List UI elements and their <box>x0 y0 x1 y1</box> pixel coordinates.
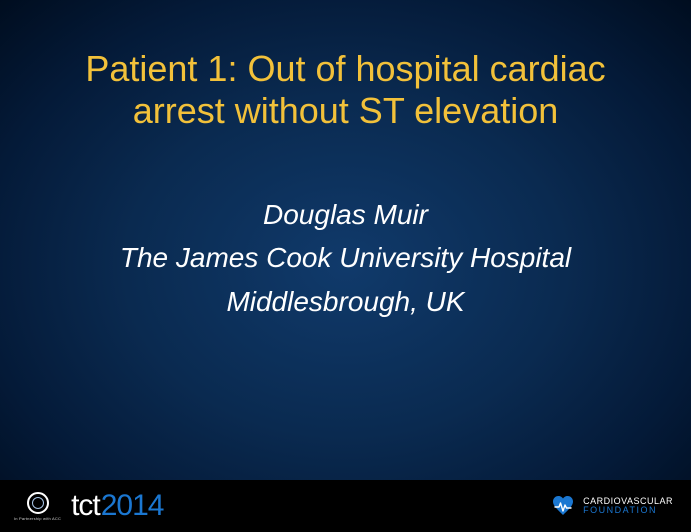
footer-bar: In Partnership with ACC tct 2014 CARDIOV… <box>0 480 691 532</box>
author-block: Douglas Muir The James Cook University H… <box>120 193 571 323</box>
partner-badge: In Partnership with ACC <box>14 487 61 525</box>
partner-ring-icon <box>27 492 49 514</box>
partner-label: In Partnership with ACC <box>14 516 61 521</box>
organization-name: CARDIOVASCULAR FOUNDATION <box>583 497 673 516</box>
footer-right: CARDIOVASCULAR FOUNDATION <box>551 494 673 518</box>
conference-name: tct <box>71 489 100 523</box>
heart-research-icon <box>551 494 575 518</box>
slide-content: Patient 1: Out of hospital cardiac arres… <box>0 0 691 532</box>
author-affiliation: The James Cook University Hospital <box>120 236 571 279</box>
conference-logo: tct 2014 <box>71 489 163 523</box>
org-line-2: FOUNDATION <box>583 506 673 515</box>
footer-left: In Partnership with ACC tct 2014 <box>14 487 164 525</box>
author-location: Middlesbrough, UK <box>120 280 571 323</box>
slide-title: Patient 1: Out of hospital cardiac arres… <box>66 48 626 133</box>
conference-year: 2014 <box>101 489 164 523</box>
author-name: Douglas Muir <box>120 193 571 236</box>
slide: Patient 1: Out of hospital cardiac arres… <box>0 0 691 532</box>
